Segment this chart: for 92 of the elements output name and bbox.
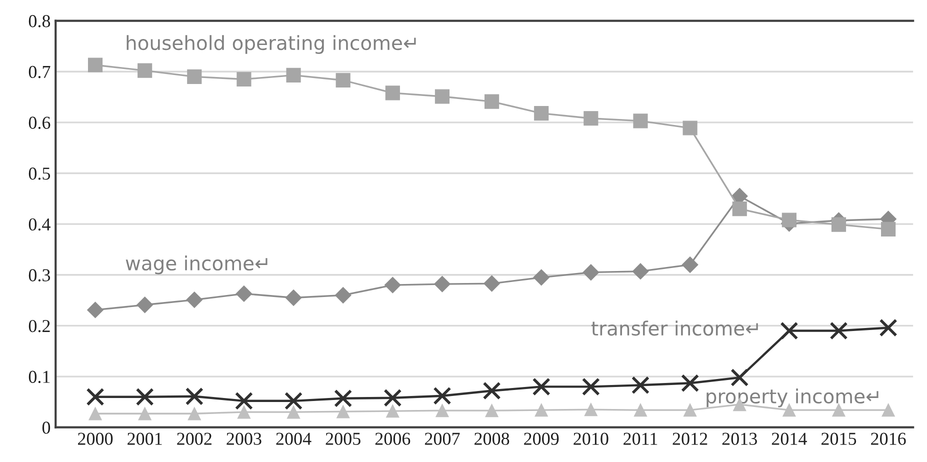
- y-tick-label: 0.2: [28, 320, 50, 332]
- series-label: household operating income↵: [126, 35, 416, 54]
- point: [832, 403, 846, 417]
- point: [236, 72, 252, 87]
- x-tick-label: 2002: [177, 432, 212, 445]
- point: [782, 212, 796, 228]
- point: [186, 292, 203, 308]
- point: [136, 296, 154, 314]
- series-label: transfer income↵: [591, 320, 758, 336]
- point: [584, 402, 598, 416]
- x-tick-label: 2003: [226, 432, 262, 445]
- x-tick-label: 2004: [276, 432, 312, 445]
- y-tick-label: 0.8: [28, 15, 50, 28]
- point: [334, 287, 352, 304]
- x-tick-label: 2006: [375, 432, 410, 445]
- point: [882, 403, 895, 417]
- point: [385, 86, 400, 100]
- point: [534, 106, 549, 121]
- y-tick-label: 0.3: [28, 269, 50, 282]
- point: [830, 322, 848, 340]
- point: [88, 58, 103, 72]
- x-tick-label: 2015: [821, 432, 856, 445]
- point: [336, 72, 350, 88]
- x-tick-label: 2013: [722, 432, 757, 445]
- point: [682, 120, 698, 136]
- point: [386, 404, 400, 418]
- point: [88, 407, 102, 420]
- point: [138, 407, 152, 420]
- point: [584, 111, 598, 126]
- x-tick-label: 2005: [326, 432, 360, 445]
- point: [136, 388, 154, 406]
- point: [285, 290, 302, 306]
- point: [384, 388, 402, 407]
- point: [532, 378, 550, 396]
- point: [582, 264, 600, 281]
- point: [831, 217, 846, 232]
- y-tick-label: 0.4: [28, 218, 50, 231]
- point: [433, 386, 452, 405]
- point: [384, 276, 401, 294]
- point: [484, 275, 500, 292]
- point: [633, 114, 648, 128]
- point: [683, 403, 697, 417]
- point: [86, 388, 104, 406]
- series-label: wage income↵: [126, 256, 268, 274]
- point: [187, 69, 202, 84]
- point: [234, 392, 253, 410]
- x-tick-label: 2010: [574, 432, 608, 445]
- y-tick-label: 0.6: [28, 116, 50, 129]
- y-tick-label: 0.1: [28, 370, 50, 384]
- point: [87, 302, 104, 318]
- x-tick-label: 2007: [424, 432, 460, 445]
- point: [681, 374, 700, 392]
- point: [485, 404, 498, 418]
- x-tick-label: 2014: [772, 432, 807, 445]
- series-label: property income↵: [706, 388, 878, 408]
- point: [631, 376, 650, 394]
- y-tick-label: 0.7: [28, 66, 50, 78]
- point: [582, 378, 600, 396]
- x-tick-label: 2012: [672, 432, 708, 445]
- point: [336, 404, 350, 418]
- x-tick-label: 2016: [871, 432, 906, 445]
- point: [138, 63, 152, 78]
- point: [434, 276, 450, 292]
- point: [284, 392, 303, 410]
- point: [634, 403, 648, 417]
- y-tick-label: 0: [42, 422, 50, 434]
- point: [534, 403, 548, 417]
- y-tick-label: 0.5: [28, 168, 50, 180]
- point: [286, 406, 300, 419]
- point: [632, 263, 649, 280]
- point: [730, 368, 749, 387]
- x-tick-label: 2000: [78, 432, 113, 445]
- point: [881, 222, 896, 236]
- x-tick-label: 2011: [624, 432, 658, 445]
- point: [533, 269, 550, 286]
- point: [237, 406, 251, 419]
- point: [780, 322, 798, 340]
- point: [482, 382, 501, 400]
- point: [188, 407, 201, 420]
- point: [682, 256, 698, 273]
- point: [879, 318, 898, 337]
- point: [484, 94, 500, 109]
- x-tick-label: 2008: [474, 432, 510, 445]
- x-tick-label: 2009: [524, 432, 559, 445]
- point: [732, 202, 747, 216]
- point: [185, 387, 204, 406]
- point: [334, 389, 352, 408]
- point: [236, 285, 252, 302]
- point: [436, 404, 449, 418]
- point: [286, 68, 301, 82]
- point: [434, 89, 450, 104]
- x-tick-label: 2001: [128, 432, 162, 445]
